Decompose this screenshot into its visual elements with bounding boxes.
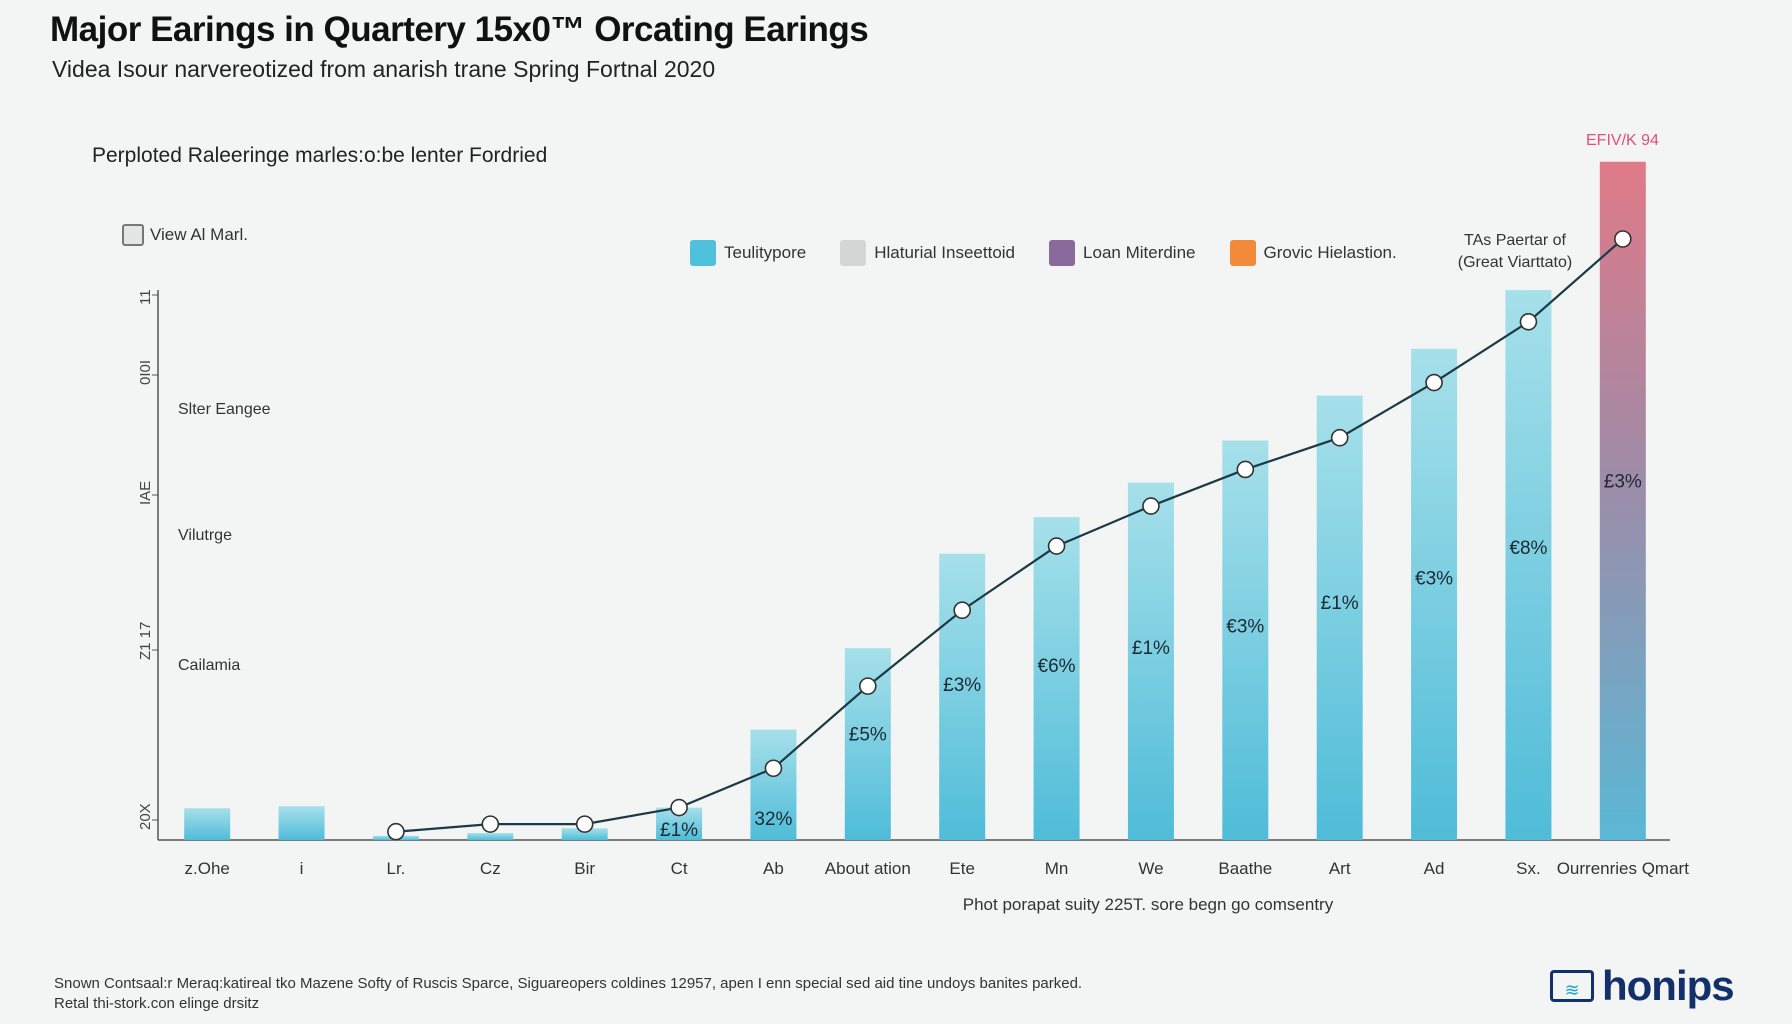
line-point	[1614, 230, 1632, 248]
line-point	[1236, 460, 1255, 479]
data-label: £1%	[1321, 593, 1359, 614]
brand-logo[interactable]: ≋ honips	[1550, 962, 1735, 1010]
line-point	[859, 677, 877, 695]
bar	[1505, 290, 1552, 840]
y-tick-label: 20X	[137, 803, 154, 830]
x-tick-label: We	[1138, 859, 1163, 878]
line-point	[670, 798, 688, 817]
bar	[278, 806, 325, 840]
footer-line-2: Retal thi-stork.con elinge drsitz	[54, 994, 260, 1012]
line-point	[481, 815, 500, 833]
data-label: 32%	[754, 809, 792, 830]
line-point	[953, 601, 971, 620]
legend-swatch	[1049, 240, 1076, 266]
bar	[184, 808, 231, 840]
legend-item[interactable]: Loan Miterdine	[1049, 240, 1196, 266]
bar	[1033, 517, 1080, 840]
legend-swatch	[690, 240, 716, 266]
legend-label: Teulitypore	[724, 243, 807, 262]
data-label: £5%	[849, 724, 887, 745]
bar	[467, 833, 514, 840]
y-axis-label: Cailamia	[178, 657, 240, 674]
x-tick-label: Sx.	[1516, 859, 1541, 878]
data-label: £1%	[660, 820, 698, 841]
footer-line-1: Snown Contsaal:r Meraq:katireal tko Maze…	[54, 975, 1083, 992]
bar	[561, 828, 608, 840]
x-tick-label: Ct	[671, 859, 688, 878]
bar	[1411, 348, 1458, 840]
bar	[1127, 482, 1174, 840]
view-all-checkbox[interactable]	[122, 224, 144, 246]
data-label: £3%	[1604, 471, 1642, 492]
legend-label: Loan Miterdine	[1083, 243, 1196, 262]
line-point	[1047, 537, 1066, 555]
legend-item[interactable]: Hlaturial Inseettoid	[840, 240, 1015, 266]
legend-label: Grovic Hielastion.	[1263, 243, 1397, 262]
data-label: €3%	[1415, 569, 1453, 590]
x-tick-label: Cz	[480, 859, 501, 878]
wifi-icon: ≋	[1550, 970, 1594, 1002]
y-tick-label: 0I0I	[137, 360, 154, 385]
y-tick-label: Z1 17	[137, 622, 154, 660]
legend-item[interactable]: Grovic Hielastion.	[1229, 240, 1397, 266]
x-tick-label: Ete	[949, 859, 975, 878]
view-all-toggle[interactable]: View Al Marl.	[122, 224, 248, 246]
x-tick-label: Baathe	[1218, 859, 1272, 878]
footer-note: Snown Contsaal:r Meraq:katireal tko Maze…	[54, 974, 1082, 1013]
x-tick-label: Ab	[763, 859, 784, 878]
chart-title: Major Earings in Quartery 15x0™ Orcating…	[50, 10, 869, 49]
y-tick-label: IAE	[137, 481, 154, 505]
legend-label: Hlaturial Inseettoid	[874, 243, 1016, 262]
bar	[1316, 395, 1363, 840]
data-label: €3%	[1226, 616, 1264, 637]
x-tick-label: Lr.	[386, 859, 405, 878]
x-tick-label: Bir	[574, 859, 595, 878]
view-all-label: View Al Marl.	[150, 225, 248, 244]
line-point	[575, 815, 594, 833]
section-label: Perploted Raleeringe marles:o:be lenter …	[92, 144, 548, 167]
bar	[939, 553, 986, 840]
x-tick-label: Ad	[1424, 859, 1445, 878]
data-label: £1%	[1132, 638, 1170, 659]
x-tick-label: Art	[1329, 859, 1351, 878]
x-axis-title: Phot porapat suity 225T. sore begn go co…	[963, 895, 1334, 914]
data-label: €6%	[1038, 656, 1076, 677]
bar	[1222, 440, 1269, 840]
x-tick-label: i	[300, 859, 304, 878]
x-tick-label: Mn	[1045, 859, 1069, 878]
line-point	[1425, 373, 1443, 392]
legend-item[interactable]: Teulitypore	[690, 240, 806, 266]
legend-swatch	[1229, 240, 1256, 266]
y-axis-label: Vilutrge	[178, 527, 232, 544]
line-point	[1330, 428, 1349, 447]
chart-subtitle: Videa Isour narvereotized from anarish t…	[52, 56, 716, 82]
bar-highlight	[1599, 161, 1646, 841]
annotation-note: TAs Paertar of (Great Viarttato)	[1457, 232, 1573, 271]
x-tick-label: About ation	[825, 859, 911, 878]
x-tick-label: z.Ohe	[185, 859, 230, 878]
x-tick-label: Ourrenries Qmart	[1557, 859, 1690, 878]
series-line	[395, 238, 1624, 833]
line-point	[764, 759, 783, 778]
line-point	[1519, 313, 1538, 331]
data-label: £3%	[943, 675, 981, 696]
y-tick-label: 11	[137, 289, 154, 305]
legend-swatch	[840, 240, 867, 266]
data-label: €8%	[1509, 538, 1547, 559]
line-point	[1142, 497, 1160, 515]
line-point	[387, 822, 405, 841]
annotation-top-value: EFIV/K 94	[1586, 132, 1659, 149]
y-axis-label: Slter Eangee	[178, 401, 271, 418]
logo-text: honips	[1602, 962, 1735, 1009]
bar	[750, 729, 797, 840]
legend: Teulitypore Hlaturial Inseettoid Loan Mi…	[690, 240, 1397, 266]
